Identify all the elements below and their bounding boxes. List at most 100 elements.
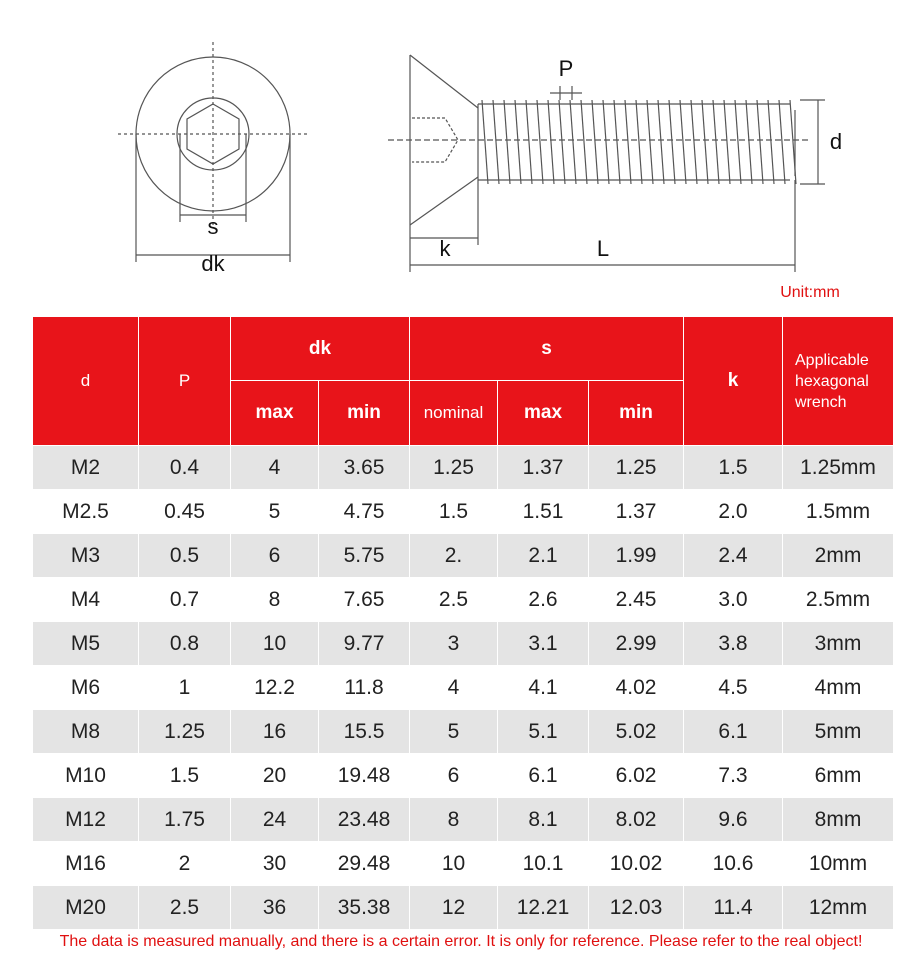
subheader-cell: max bbox=[230, 380, 319, 446]
table-cell: 2.5 bbox=[138, 885, 231, 930]
spec-table: d P dk s k Applicable hexagonal wrench m… bbox=[32, 316, 894, 930]
table-cell: 4.5 bbox=[683, 665, 783, 710]
table-cell: 6.1 bbox=[497, 753, 589, 798]
table-cell: 2.0 bbox=[683, 489, 783, 534]
thread bbox=[778, 99, 786, 185]
table-cell: 12.2 bbox=[230, 665, 319, 710]
table-row: M4 0.7 8 7.65 2.5 2.6 2.45 3.0 2.5mm bbox=[32, 577, 894, 622]
table-cell: 10 bbox=[409, 841, 498, 886]
table-row: M2 0.4 4 3.65 1.25 1.37 1.25 1.5 1.25mm bbox=[32, 445, 894, 490]
table-cell: 2.6 bbox=[497, 577, 589, 622]
table-cell: 0.45 bbox=[138, 489, 231, 534]
table-cell: 1.25mm bbox=[782, 445, 894, 490]
table-cell: M16 bbox=[32, 841, 139, 886]
table-cell: 10.6 bbox=[683, 841, 783, 886]
table-cell: 4.02 bbox=[588, 665, 684, 710]
table-cell: 1 bbox=[138, 665, 231, 710]
table-cell: 4mm bbox=[782, 665, 894, 710]
table-cell: 0.4 bbox=[138, 445, 231, 490]
table-cell: 1.37 bbox=[588, 489, 684, 534]
table-cell: M10 bbox=[32, 753, 139, 798]
thread bbox=[569, 99, 577, 185]
table-cell: M2 bbox=[32, 445, 139, 490]
thread bbox=[514, 99, 522, 185]
table-cell: 1.99 bbox=[588, 533, 684, 578]
header-cell: dk bbox=[230, 316, 410, 381]
table-row: M10 1.5 20 19.48 6 6.1 6.02 7.3 6mm bbox=[32, 753, 894, 798]
thread bbox=[580, 99, 588, 185]
table-cell: 2.5mm bbox=[782, 577, 894, 622]
table-cell: 1.5 bbox=[409, 489, 498, 534]
table-cell: 3.65 bbox=[318, 445, 410, 490]
thread bbox=[734, 99, 742, 185]
thread bbox=[767, 99, 775, 185]
table-cell: 5.02 bbox=[588, 709, 684, 754]
header-cell: Applicable hexagonal wrench bbox=[782, 316, 894, 446]
thread bbox=[591, 99, 599, 185]
table-cell: 4 bbox=[409, 665, 498, 710]
footnote: The data is measured manually, and there… bbox=[59, 933, 863, 950]
thread bbox=[503, 99, 511, 185]
table-cell: 4.1 bbox=[497, 665, 589, 710]
table-cell: 10 bbox=[230, 621, 319, 666]
table-cell: 1.5 bbox=[138, 753, 231, 798]
table-cell: 1.5mm bbox=[782, 489, 894, 534]
table-cell: 5 bbox=[230, 489, 319, 534]
table-row: M16 2 30 29.48 10 10.1 10.02 10.6 10mm bbox=[32, 841, 894, 886]
table-cell: 9.77 bbox=[318, 621, 410, 666]
table-cell: 15.5 bbox=[318, 709, 410, 754]
thread bbox=[602, 99, 610, 185]
label-dk: dk bbox=[201, 251, 225, 276]
table-cell: M3 bbox=[32, 533, 139, 578]
table-cell: 5.75 bbox=[318, 533, 410, 578]
table-cell: 19.48 bbox=[318, 753, 410, 798]
table-cell: 8 bbox=[230, 577, 319, 622]
table-cell: 12 bbox=[409, 885, 498, 930]
table-cell: 1.25 bbox=[138, 709, 231, 754]
header-cell: k bbox=[683, 316, 783, 446]
table-cell: 7.65 bbox=[318, 577, 410, 622]
table-cell: 3.0 bbox=[683, 577, 783, 622]
table-cell: 1.51 bbox=[497, 489, 589, 534]
table-cell: M2.5 bbox=[32, 489, 139, 534]
label-l: L bbox=[597, 236, 609, 261]
table-cell: 1.37 bbox=[497, 445, 589, 490]
thread bbox=[547, 99, 555, 185]
table-cell: 24 bbox=[230, 797, 319, 842]
table-cell: 1.25 bbox=[588, 445, 684, 490]
table-cell: 4 bbox=[230, 445, 319, 490]
table-cell: 0.5 bbox=[138, 533, 231, 578]
thread bbox=[723, 99, 731, 185]
table-cell: 2.1 bbox=[497, 533, 589, 578]
table-cell: 6mm bbox=[782, 753, 894, 798]
table-cell: 6.1 bbox=[683, 709, 783, 754]
table-cell: M12 bbox=[32, 797, 139, 842]
header-cell: s bbox=[409, 316, 684, 381]
thread bbox=[646, 99, 654, 185]
table-cell: 10.1 bbox=[497, 841, 589, 886]
table-cell: M6 bbox=[32, 665, 139, 710]
table-cell: 0.7 bbox=[138, 577, 231, 622]
table-row: M5 0.8 10 9.77 3 3.1 2.99 3.8 3mm bbox=[32, 621, 894, 666]
table-row: M2.5 0.45 5 4.75 1.5 1.51 1.37 2.0 1.5mm bbox=[32, 489, 894, 534]
subheader-cell: min bbox=[588, 380, 684, 446]
table-cell: 6 bbox=[409, 753, 498, 798]
thread bbox=[481, 99, 489, 185]
table-cell: M4 bbox=[32, 577, 139, 622]
header-cell: P bbox=[138, 316, 231, 446]
table-cell: 0.8 bbox=[138, 621, 231, 666]
thread bbox=[613, 99, 621, 185]
table-cell: 5mm bbox=[782, 709, 894, 754]
table-cell: 12.21 bbox=[497, 885, 589, 930]
table-cell: 8.02 bbox=[588, 797, 684, 842]
thread bbox=[701, 99, 709, 185]
table-cell: 30 bbox=[230, 841, 319, 886]
label-d: d bbox=[830, 129, 842, 154]
table-cell: 1.75 bbox=[138, 797, 231, 842]
table-cell: 2.5 bbox=[409, 577, 498, 622]
table-cell: 12mm bbox=[782, 885, 894, 930]
table-cell: 23.48 bbox=[318, 797, 410, 842]
table-cell: 1.25 bbox=[409, 445, 498, 490]
thread bbox=[558, 99, 566, 185]
